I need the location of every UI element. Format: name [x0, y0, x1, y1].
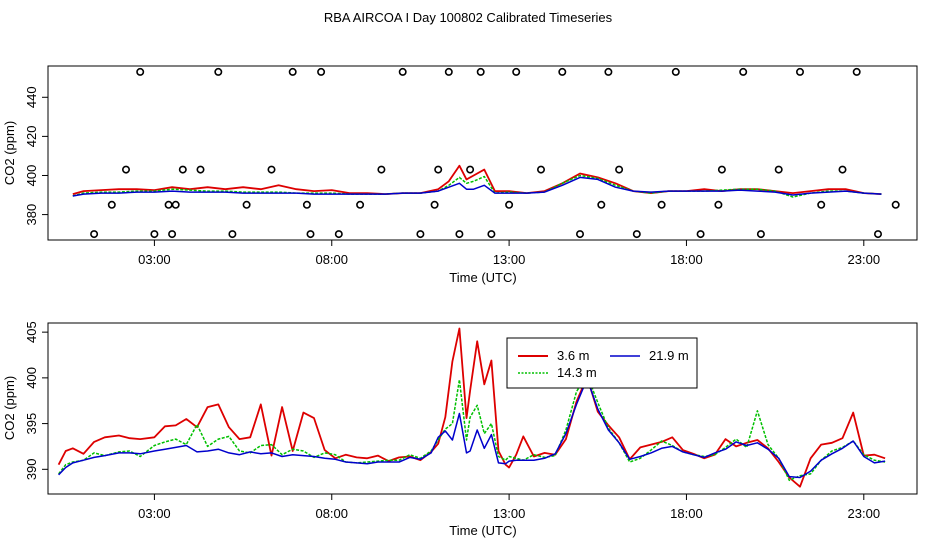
top-point-3	[136, 67, 145, 76]
top-point-49	[838, 165, 847, 174]
top-panel: 03:00 08:00 13:00 18:00 23:00 380 400 420 440 Ti…	[2, 65, 918, 285]
top-point-0	[90, 230, 99, 239]
top-point-2	[122, 165, 131, 174]
bottom-series-group	[57, 327, 886, 488]
bottom-panel: 03:00 08:00 13:00 18:00 23:00 390 395 400 405 Ti…	[2, 321, 918, 538]
top-point-14	[288, 67, 297, 76]
bottom-xtick-label-2: 13:00	[493, 506, 526, 521]
top-points-group	[90, 67, 900, 239]
top-point-31	[512, 67, 521, 76]
top-point-4	[150, 230, 159, 239]
top-point-9	[196, 165, 205, 174]
bottom-ytick-label-0: 390	[24, 458, 39, 480]
top-point-19	[356, 200, 365, 209]
top-point-28	[476, 67, 485, 76]
bottom-plot-frame	[47, 322, 918, 495]
top-point-50	[852, 67, 861, 76]
top-series-21-9-m	[72, 176, 882, 197]
top-ytick-label-2: 420	[24, 126, 39, 148]
legend-box	[506, 337, 698, 389]
bottom-ytick-label-2: 400	[24, 367, 39, 389]
top-point-7	[171, 200, 180, 209]
bottom-ytick-label-1: 395	[24, 413, 39, 435]
top-point-52	[891, 200, 900, 209]
bottom-axes: 03:00 08:00 13:00 18:00 23:00 390 395 400 405	[24, 321, 880, 521]
top-xtick-label-0: 03:00	[138, 252, 171, 267]
bottom-xtick-label-1: 08:00	[315, 506, 348, 521]
top-point-38	[632, 230, 641, 239]
legend-label-21-9m: 21.9 m	[649, 348, 689, 363]
top-point-23	[430, 200, 439, 209]
top-point-44	[739, 67, 748, 76]
top-ytick-label-1: 400	[24, 165, 39, 187]
top-point-36	[604, 67, 613, 76]
top-xtick-label-2: 13:00	[493, 252, 526, 267]
top-xlabel: Time (UTC)	[449, 270, 516, 285]
bottom-series-21-9-m	[58, 378, 886, 479]
legend-label-3-6m: 3.6 m	[557, 348, 590, 363]
top-ytick-label-3: 440	[24, 86, 39, 108]
top-xtick-label-4: 23:00	[848, 252, 881, 267]
top-point-16	[306, 230, 315, 239]
top-point-35	[597, 200, 606, 209]
top-point-47	[795, 67, 804, 76]
legend: 3.6 m 14.3 m 21.9 m	[506, 337, 698, 389]
top-point-13	[267, 165, 276, 174]
top-point-43	[717, 165, 726, 174]
top-point-40	[671, 67, 680, 76]
top-point-27	[466, 165, 475, 174]
top-point-39	[657, 200, 666, 209]
top-point-33	[558, 67, 567, 76]
top-point-17	[317, 67, 326, 76]
top-point-41	[696, 230, 705, 239]
top-point-26	[455, 230, 464, 239]
bottom-xlabel: Time (UTC)	[449, 523, 516, 538]
top-point-24	[434, 165, 443, 174]
bottom-series-3-6-m	[57, 327, 886, 488]
top-point-51	[873, 230, 882, 239]
top-point-6	[168, 230, 177, 239]
top-point-25	[444, 67, 453, 76]
top-point-1	[107, 200, 116, 209]
bottom-series-14-3-m	[58, 374, 886, 482]
bottom-xtick-label-3: 18:00	[670, 506, 703, 521]
figure-title: RBA AIRCOA I Day 100802 Calibrated Times…	[324, 10, 613, 25]
top-point-12	[242, 200, 251, 209]
top-point-45	[756, 230, 765, 239]
top-point-20	[377, 165, 386, 174]
top-axes: 03:00 08:00 13:00 18:00 23:00 380 400 420 440	[24, 86, 880, 267]
top-point-8	[178, 165, 187, 174]
top-series-group	[72, 164, 882, 198]
top-point-11	[228, 230, 237, 239]
bottom-ytick-label-3: 405	[24, 321, 39, 343]
top-point-18	[334, 230, 343, 239]
top-point-29	[487, 230, 496, 239]
top-point-21	[398, 67, 407, 76]
top-point-15	[302, 200, 311, 209]
top-point-46	[774, 165, 783, 174]
bottom-xtick-label-0: 03:00	[138, 506, 171, 521]
top-ytick-label-0: 380	[24, 204, 39, 226]
top-point-37	[615, 165, 624, 174]
bottom-ylabel: CO2 (ppm)	[2, 376, 17, 440]
top-point-34	[575, 230, 584, 239]
top-point-32	[536, 165, 545, 174]
top-point-42	[714, 200, 723, 209]
top-xtick-label-3: 18:00	[670, 252, 703, 267]
top-plot-frame	[47, 65, 918, 241]
legend-label-14-3m: 14.3 m	[557, 365, 597, 380]
top-point-48	[817, 200, 826, 209]
top-ylabel: CO2 (ppm)	[2, 121, 17, 185]
top-xtick-label-1: 08:00	[315, 252, 348, 267]
bottom-xtick-label-4: 23:00	[848, 506, 881, 521]
top-point-22	[416, 230, 425, 239]
top-point-30	[505, 200, 514, 209]
top-point-10	[214, 67, 223, 76]
